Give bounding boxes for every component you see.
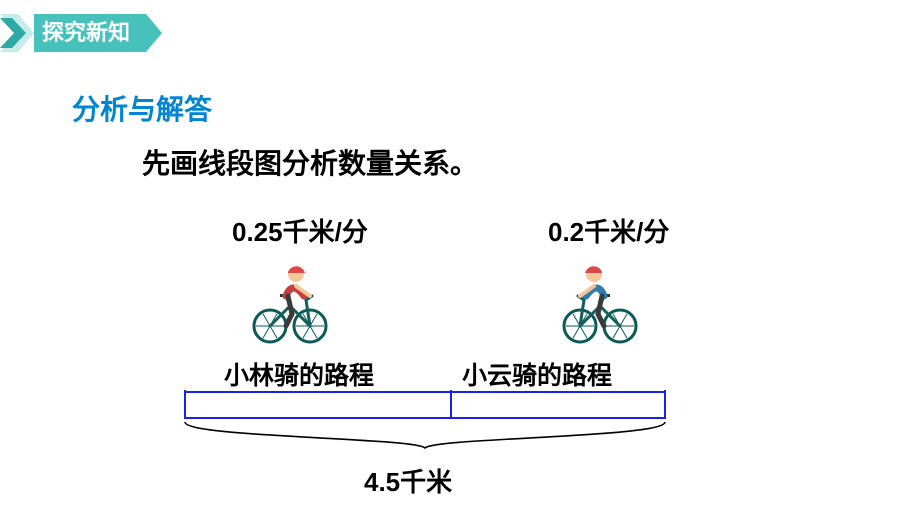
right-distance-label: 小云骑的路程	[462, 356, 612, 392]
segment-diagram	[175, 390, 675, 462]
heading: 先画线段图分析数量关系。	[142, 142, 478, 182]
tag-row: 探究新知	[0, 14, 162, 52]
right-rate: 0.2千米/分	[548, 212, 669, 249]
bikes-illustration	[0, 256, 920, 344]
section-tag: 探究新知	[0, 14, 162, 52]
tag-tail	[146, 14, 162, 52]
tag-arrow-icon	[0, 14, 34, 52]
left-distance-label: 小林骑的路程	[224, 356, 374, 392]
tag-arrows	[0, 14, 34, 52]
subtitle: 分析与解答	[72, 88, 212, 128]
total-distance: 4.5千米	[364, 462, 452, 499]
left-rate: 0.25千米/分	[232, 212, 368, 249]
tag-label: 探究新知	[34, 14, 146, 52]
